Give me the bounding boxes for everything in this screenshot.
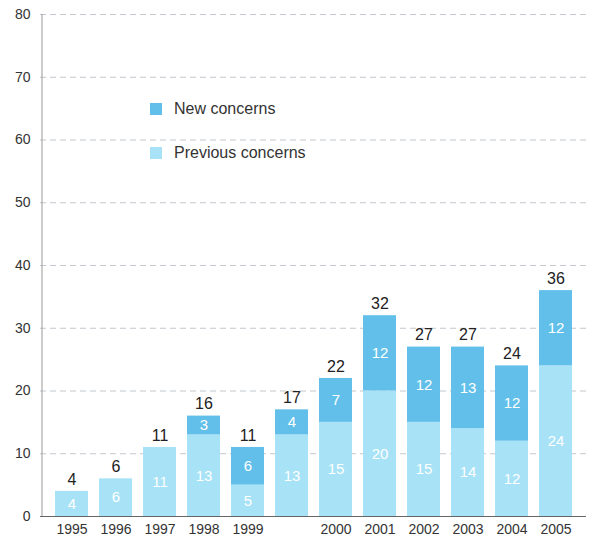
svg-text:17: 17: [283, 389, 301, 406]
svg-text:40: 40: [15, 257, 31, 273]
svg-text:15: 15: [328, 460, 345, 477]
svg-text:0: 0: [23, 508, 31, 524]
svg-text:6: 6: [244, 457, 252, 474]
svg-text:6: 6: [112, 488, 120, 505]
svg-text:12: 12: [372, 344, 389, 361]
svg-text:1997: 1997: [144, 521, 175, 537]
svg-text:2001: 2001: [364, 521, 395, 537]
html-text:Previous concerns: Previous concerns: [174, 144, 306, 161]
svg-text:2000: 2000: [320, 521, 351, 537]
svg-text:20: 20: [372, 445, 389, 462]
svg-text:22: 22: [327, 358, 345, 375]
svg-text:30: 30: [15, 320, 31, 336]
svg-text:80: 80: [15, 6, 31, 22]
svg-text:4: 4: [68, 495, 76, 512]
svg-text:11: 11: [152, 473, 168, 490]
svg-text:27: 27: [459, 326, 477, 343]
svg-text:36: 36: [547, 270, 565, 287]
svg-text:13: 13: [284, 467, 301, 484]
svg-text:5: 5: [244, 492, 252, 509]
svg-text:11: 11: [240, 427, 257, 444]
svg-text:1996: 1996: [100, 521, 131, 537]
svg-text:7: 7: [332, 391, 340, 408]
svg-text:24: 24: [503, 345, 521, 362]
svg-text:11: 11: [152, 427, 169, 444]
svg-text:12: 12: [504, 394, 521, 411]
svg-text:4: 4: [288, 413, 296, 430]
svg-text:1999: 1999: [232, 521, 263, 537]
svg-text:1998: 1998: [188, 521, 219, 537]
svg-text:13: 13: [460, 379, 477, 396]
svg-text:13: 13: [196, 467, 213, 484]
svg-text:50: 50: [15, 194, 31, 210]
svg-text:32: 32: [371, 295, 389, 312]
svg-text:15: 15: [416, 460, 433, 477]
svg-text:12: 12: [416, 376, 433, 393]
svg-text:2003: 2003: [452, 521, 483, 537]
svg-text:27: 27: [415, 326, 433, 343]
svg-text:14: 14: [460, 463, 477, 480]
svg-text:6: 6: [112, 458, 121, 475]
svg-text:3: 3: [200, 416, 208, 433]
svg-text:16: 16: [195, 395, 213, 412]
svg-text:70: 70: [15, 69, 31, 85]
svg-text:2005: 2005: [540, 521, 571, 537]
svg-text:12: 12: [504, 470, 521, 487]
svg-text:10: 10: [15, 445, 31, 461]
svg-text:12: 12: [548, 319, 565, 336]
svg-text:2002: 2002: [408, 521, 439, 537]
html-text:New concerns: New concerns: [174, 100, 276, 117]
svg-text:4: 4: [68, 471, 77, 488]
svg-text:60: 60: [15, 131, 31, 147]
svg-text:2004: 2004: [496, 521, 527, 537]
svg-text:20: 20: [15, 382, 31, 398]
svg-text:1995: 1995: [56, 521, 87, 537]
svg-text:24: 24: [548, 432, 565, 449]
